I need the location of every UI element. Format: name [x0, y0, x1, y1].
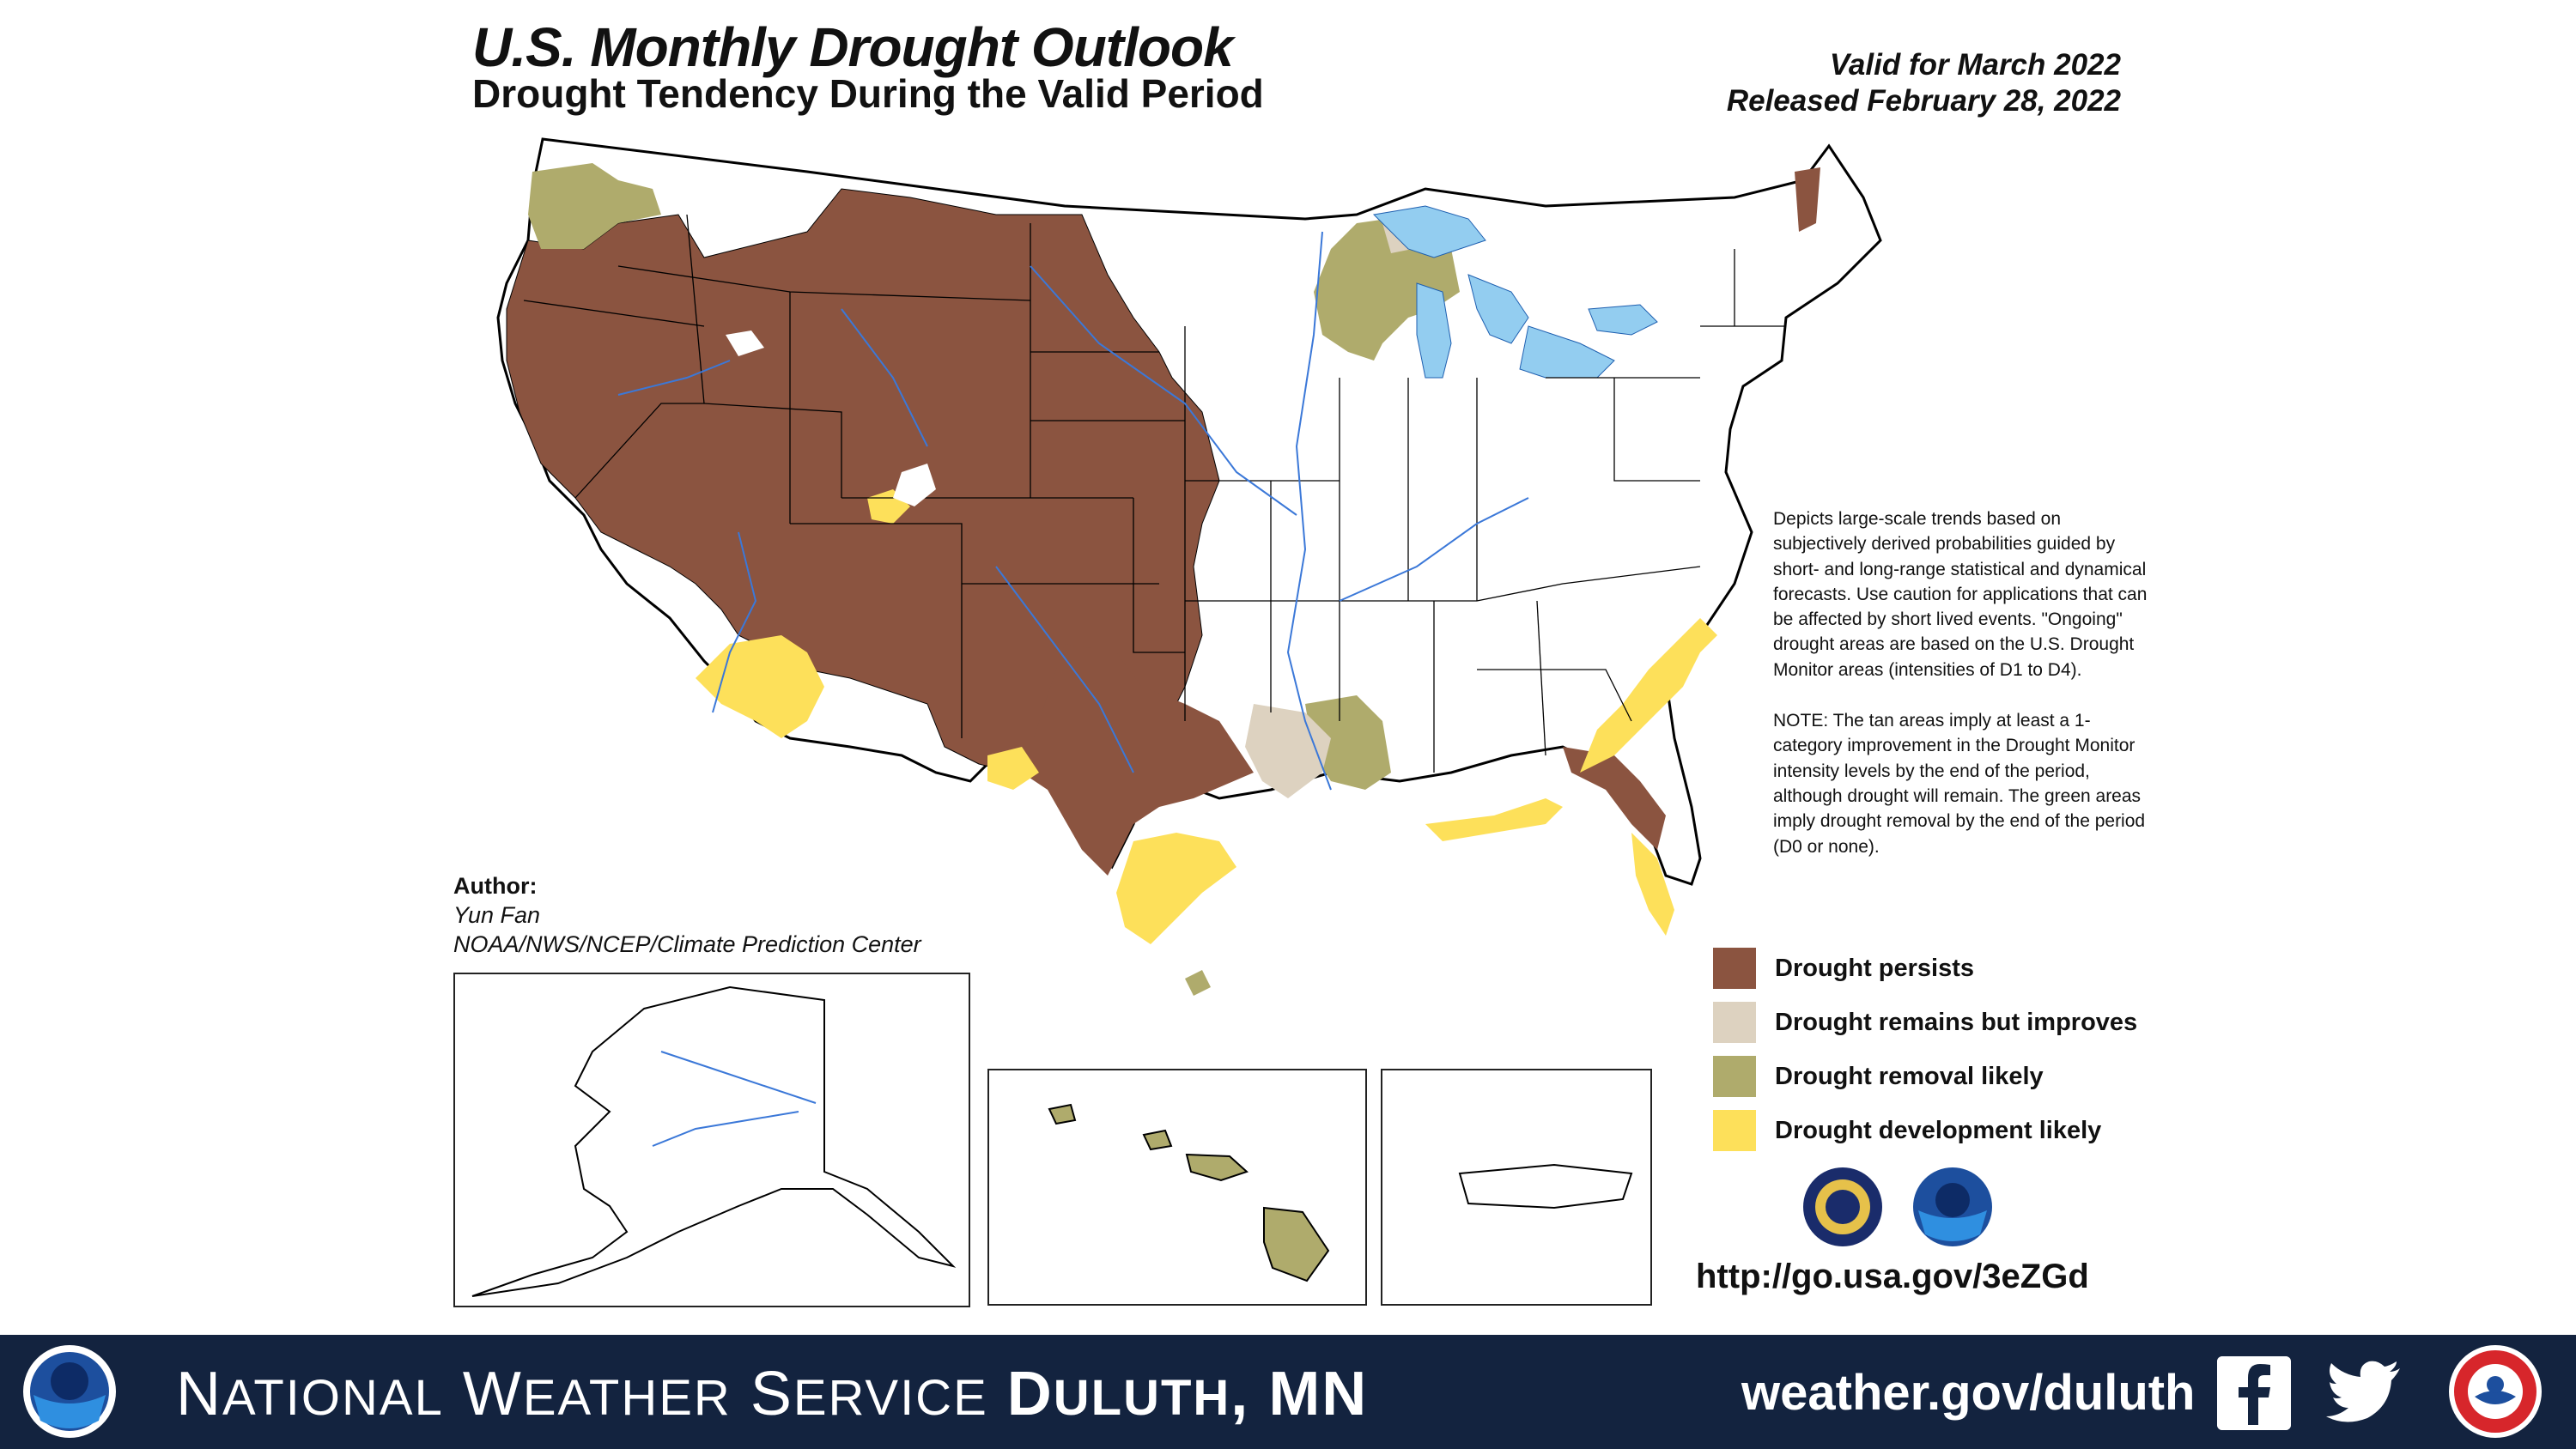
legend-item-development: Drought development likely	[1713, 1108, 2137, 1153]
legend-item-improves: Drought remains but improves	[1713, 1000, 2137, 1045]
puerto-rico-land	[1458, 1163, 1633, 1210]
rivers	[617, 231, 1529, 791]
valid-period-block: Valid for March 2022 Released February 2…	[1727, 47, 2121, 119]
author-heading: Author:	[453, 873, 538, 899]
footer-title-ational: ATIONAL	[222, 1370, 444, 1426]
footer-website-link[interactable]: weather.gov/duluth	[1741, 1365, 2196, 1421]
region-removal-hawaii	[1185, 970, 1211, 996]
region-removal-lower-miss	[1305, 695, 1391, 790]
region-development-fl	[1631, 833, 1674, 936]
region-drought-persists-maine	[1795, 167, 1820, 232]
legend-item-removal: Drought removal likely	[1713, 1054, 2137, 1099]
description-trends: Depicts large-scale trends based on subj…	[1773, 509, 2148, 680]
region-development-tx	[1116, 833, 1236, 944]
noaa-footer-logo-icon	[23, 1345, 116, 1438]
legend-item-persists: Drought persists	[1713, 946, 2137, 991]
noaa-seal-icon	[1913, 1167, 1992, 1246]
hawaii-inset	[987, 1069, 1367, 1306]
hawaii-maui-group	[1185, 1153, 1249, 1182]
alaska-inset	[453, 973, 970, 1307]
region-development-gulf	[1425, 798, 1563, 841]
footer-title-n: N	[176, 1360, 222, 1428]
description-note: NOTE: The tan areas imply at least a 1-c…	[1773, 711, 2146, 857]
region-improves-arklatex	[1245, 704, 1331, 798]
nws-footer-logo-icon	[2449, 1345, 2542, 1438]
footer-title-eather: EATHER	[522, 1370, 732, 1426]
author-org: NOAA/NWS/NCEP/Climate Prediction Center	[453, 931, 921, 957]
region-development-se	[1580, 618, 1717, 773]
author-name: Yun Fan	[453, 902, 541, 928]
alaska-land	[471, 985, 957, 1297]
hawaii-oahu	[1142, 1129, 1173, 1151]
twitter-icon[interactable]	[2323, 1356, 2405, 1430]
footer-title-mn: MN	[1268, 1360, 1369, 1428]
legend-swatch-persists	[1713, 948, 1756, 989]
legend: Drought persists Drought remains but imp…	[1713, 946, 2137, 1162]
commerce-seal-icon	[1803, 1167, 1882, 1246]
hawaii-map	[1048, 1103, 1330, 1282]
legend-label-removal: Drought removal likely	[1775, 1062, 2044, 1090]
released-label: Released February 28, 2022	[1726, 84, 2121, 118]
outlook-url-link[interactable]: http://go.usa.gov/3eZGd	[1696, 1258, 2089, 1295]
region-drought-persists-florida	[1563, 747, 1666, 850]
conus-drought-map	[496, 137, 1882, 996]
legend-swatch-removal	[1713, 1056, 1756, 1097]
map-description: Depicts large-scale trends based on subj…	[1773, 506, 2151, 885]
legend-label-development: Drought development likely	[1775, 1116, 2102, 1144]
region-development-nm	[987, 747, 1039, 790]
legend-swatch-improves	[1713, 1002, 1756, 1043]
footer-title-d: D	[1006, 1360, 1054, 1428]
hawaii-kauai	[1048, 1103, 1077, 1125]
map-title: U.S. Monthly Drought Outlook	[472, 16, 1234, 78]
legend-label-improves: Drought remains but improves	[1775, 1008, 2138, 1036]
region-drought-persists-south	[1022, 644, 1254, 876]
footer-title-ervice: ERVICE	[793, 1370, 988, 1426]
puerto-rico-map	[1458, 1163, 1633, 1210]
valid-for-label: Valid for March 2022	[1829, 48, 2121, 82]
legend-swatch-development	[1713, 1110, 1756, 1151]
no-drought-id-island	[726, 330, 764, 356]
region-removal-pnw	[528, 163, 661, 249]
puerto-rico-inset	[1381, 1069, 1652, 1306]
facebook-icon[interactable]	[2217, 1356, 2291, 1430]
footer-title-s: S	[750, 1360, 793, 1428]
footer-title-uluth: ULUTH	[1053, 1370, 1231, 1426]
footer-title-w: W	[462, 1360, 523, 1428]
nws-footer: NATIONAL WEATHER SERVICE DULUTH, MN weat…	[0, 1335, 2576, 1449]
legend-label-persists: Drought persists	[1775, 954, 1975, 982]
author-block: Author: Yun Fan NOAA/NWS/NCEP/Climate Pr…	[453, 871, 921, 959]
map-subtitle: Drought Tendency During the Valid Period	[472, 71, 1264, 116]
hawaii-big-island	[1263, 1206, 1330, 1282]
footer-title: NATIONAL WEATHER SERVICE DULUTH, MN	[176, 1360, 1369, 1428]
no-drought-wy-island	[893, 464, 936, 506]
great-lakes-water	[1372, 205, 1658, 379]
alaska-map	[471, 985, 957, 1297]
